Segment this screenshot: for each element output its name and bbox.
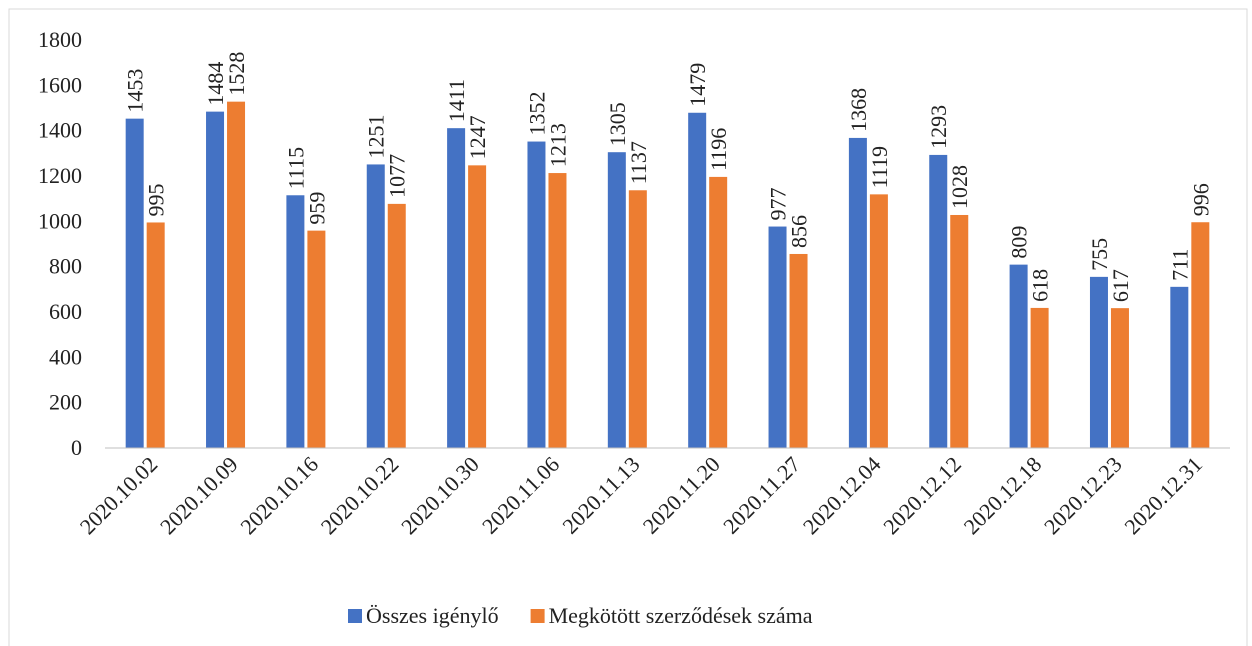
x-tick-label: 2020.11.13	[557, 452, 644, 539]
value-label: 977	[766, 188, 791, 221]
x-tick-label: 2020.11.20	[638, 452, 725, 539]
value-label: 711	[1167, 249, 1192, 281]
value-label: 1411	[444, 79, 469, 122]
bar	[447, 128, 466, 448]
bar	[146, 222, 165, 448]
value-label: 1479	[685, 63, 710, 107]
bar	[607, 152, 626, 448]
legend-label: Összes igénylő	[366, 603, 499, 628]
bar	[1030, 307, 1049, 448]
bar	[789, 253, 808, 448]
bar	[688, 112, 707, 448]
bar	[628, 190, 647, 448]
x-tick-label: 2020.10.30	[396, 452, 484, 540]
value-label: 1115	[283, 147, 308, 189]
bar	[1110, 308, 1129, 448]
bar	[848, 137, 867, 449]
value-label: 1305	[605, 102, 630, 146]
x-tick-label: 2020.12.31	[1119, 452, 1207, 540]
value-label: 996	[1188, 183, 1213, 216]
x-tick-label: 2020.10.09	[155, 452, 243, 540]
y-tick-label: 1800	[38, 27, 82, 52]
value-label: 1484	[203, 62, 228, 106]
legend-swatch	[348, 609, 362, 623]
bar	[1191, 222, 1210, 448]
value-label: 1352	[524, 92, 549, 136]
x-tick-label: 2020.12.12	[878, 452, 966, 540]
y-tick-label: 800	[49, 254, 82, 279]
bar	[869, 194, 888, 448]
y-tick-label: 400	[49, 344, 82, 369]
y-tick-label: 1600	[38, 72, 82, 97]
value-label: 755	[1087, 238, 1112, 271]
value-label: 1196	[706, 128, 731, 171]
bar	[709, 176, 728, 448]
value-label: 618	[1028, 269, 1053, 302]
value-label: 1251	[364, 114, 389, 158]
bar	[950, 214, 969, 448]
value-label: 1453	[123, 69, 148, 113]
value-label: 856	[787, 215, 812, 248]
x-tick-label: 2020.10.02	[75, 452, 163, 540]
bar	[387, 203, 406, 448]
x-tick-label: 2020.11.27	[718, 452, 805, 539]
bar	[286, 195, 305, 448]
value-label: 809	[1007, 226, 1032, 259]
bar	[1009, 264, 1028, 448]
value-label: 1077	[385, 154, 410, 198]
bar	[548, 173, 567, 448]
value-label: 1137	[626, 141, 651, 184]
x-tick-label: 2020.12.18	[959, 452, 1047, 540]
x-tick-label: 2020.10.22	[316, 452, 404, 540]
value-label: 1528	[224, 52, 249, 96]
x-tick-label: 2020.12.04	[798, 452, 886, 540]
bar	[307, 230, 326, 448]
chart-border	[8, 8, 1248, 646]
value-label: 1119	[867, 146, 892, 188]
value-label: 995	[144, 183, 169, 216]
y-tick-label: 0	[71, 435, 82, 460]
legend-label: Megkötött szerződések száma	[549, 603, 813, 628]
x-tick-label: 2020.10.16	[235, 452, 323, 540]
bar	[1089, 276, 1108, 448]
bar	[527, 141, 546, 448]
y-tick-label: 1200	[38, 163, 82, 188]
bar	[206, 111, 225, 449]
bar	[1170, 286, 1189, 448]
bar	[468, 165, 487, 448]
value-label: 1293	[926, 105, 951, 149]
bar	[366, 164, 385, 448]
x-tick-label: 2020.11.06	[477, 452, 564, 539]
y-tick-label: 1000	[38, 208, 82, 233]
bar	[929, 154, 948, 449]
value-label: 1368	[846, 88, 871, 132]
bar	[227, 101, 246, 449]
value-label: 617	[1108, 269, 1133, 302]
value-label: 959	[304, 192, 329, 225]
bar	[768, 226, 787, 448]
y-tick-label: 1400	[38, 118, 82, 143]
y-tick-label: 600	[49, 299, 82, 324]
value-label: 1028	[947, 165, 972, 209]
value-label: 1247	[465, 115, 490, 159]
bar	[125, 118, 144, 449]
y-tick-label: 200	[49, 390, 82, 415]
legend-swatch	[530, 609, 545, 623]
value-label: 1213	[545, 123, 570, 167]
x-tick-label: 2020.12.23	[1039, 452, 1127, 540]
